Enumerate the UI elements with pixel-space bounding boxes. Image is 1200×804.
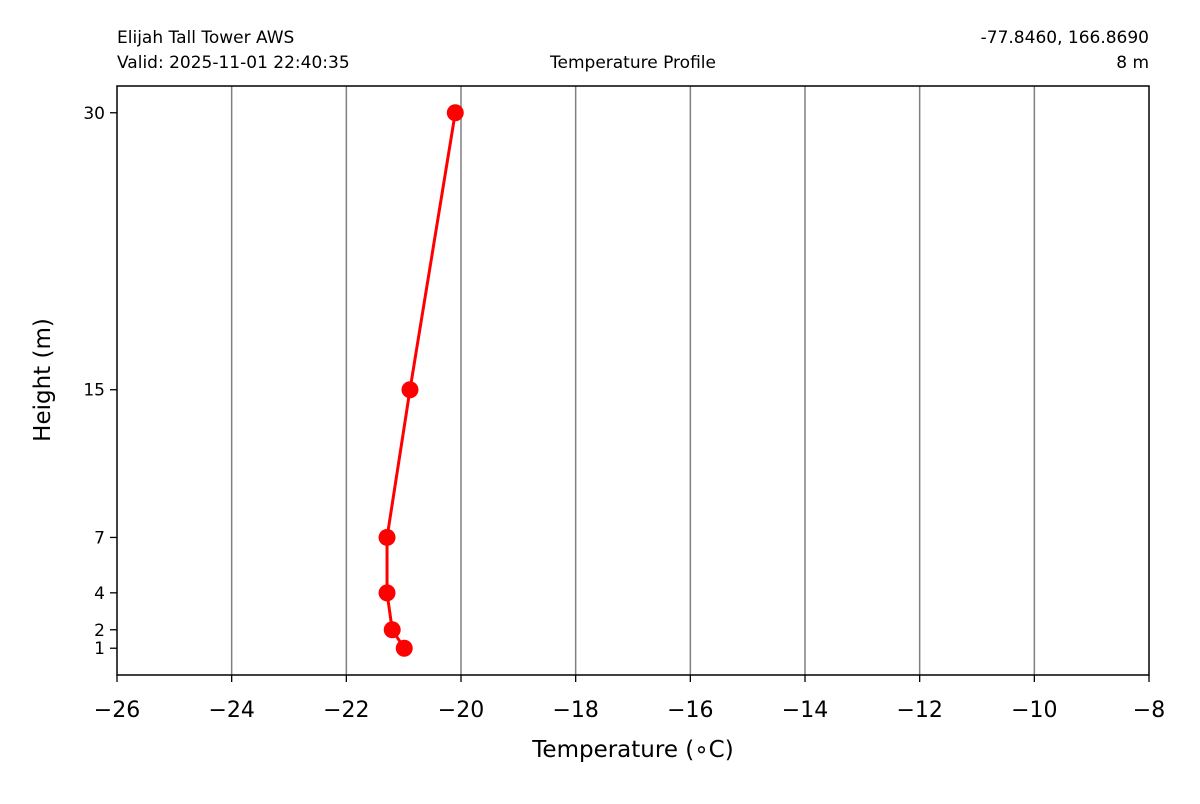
x-tick-label: −8: [1133, 698, 1165, 723]
y-tick-label: 15: [83, 381, 105, 401]
station-coords: -77.8460, 166.8690: [981, 28, 1149, 48]
x-tick-label: −24: [208, 698, 254, 723]
y-tick-label: 1: [94, 639, 105, 659]
x-tick-label: −20: [438, 698, 484, 723]
data-point: [395, 639, 413, 657]
x-tick-label: −26: [94, 698, 140, 723]
temperature-series: [378, 104, 464, 657]
x-axis: −26 −24 −22 −20 −18 −16 −14 −12 −10 −8: [94, 675, 1165, 723]
y-axis: 12 4 7 15 30: [83, 104, 117, 659]
series-line: [385, 112, 457, 650]
grid-lines: [230, 86, 1036, 675]
x-tick-label: −12: [896, 698, 942, 723]
station-name: Elijah Tall Tower AWS: [117, 28, 294, 48]
valid-time: Valid: 2025-11-01 22:40:35: [117, 53, 350, 73]
x-tick-label: −18: [552, 698, 598, 723]
x-tick-label: −14: [782, 698, 828, 723]
x-tick-label: −16: [667, 698, 713, 723]
data-point: [378, 528, 396, 546]
y-tick-label: 4: [94, 584, 105, 604]
x-tick-label: −10: [1011, 698, 1057, 723]
y-axis-label: Height (m): [30, 318, 56, 442]
data-point: [446, 104, 464, 122]
y-tick-label: 30: [83, 104, 105, 124]
chart-title: Temperature Profile: [549, 53, 716, 73]
data-point: [378, 584, 396, 602]
station-elevation: 8 m: [1116, 53, 1149, 73]
x-tick-label: −22: [323, 698, 369, 723]
y-tick-label: 2: [94, 621, 105, 641]
plot-frame: [116, 85, 1150, 676]
x-axis-label: Temperature (∘C): [531, 737, 733, 763]
y-tick-label: 7: [94, 528, 105, 548]
data-point: [401, 381, 419, 399]
data-point: [383, 621, 401, 639]
